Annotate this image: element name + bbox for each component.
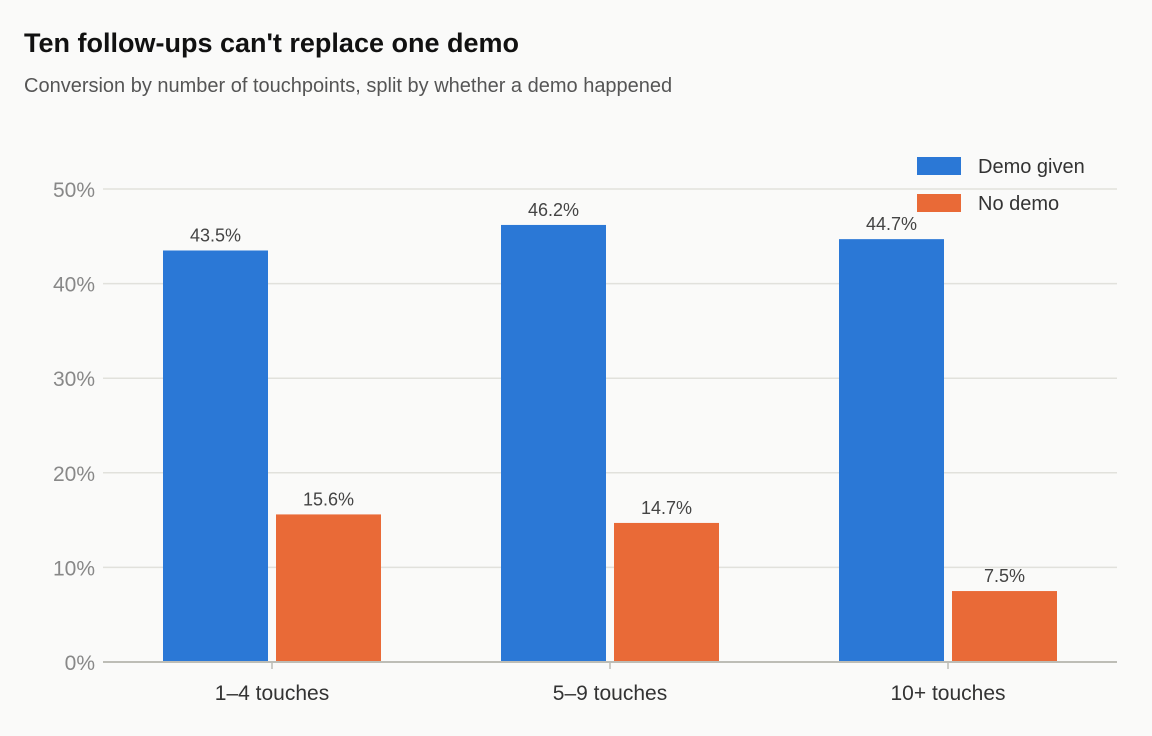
bar bbox=[839, 239, 944, 662]
data-label: 14.7% bbox=[641, 498, 692, 518]
data-label: 7.5% bbox=[984, 566, 1025, 586]
data-label: 15.6% bbox=[303, 489, 354, 509]
bar bbox=[276, 514, 381, 662]
y-tick-label: 40% bbox=[53, 274, 95, 297]
legend-swatch bbox=[917, 157, 961, 175]
bar bbox=[952, 591, 1057, 662]
bar bbox=[614, 522, 719, 662]
legend-label: No demo bbox=[978, 193, 1059, 215]
data-label: 46.2% bbox=[528, 200, 579, 220]
legend-swatch bbox=[917, 194, 961, 212]
y-tick-label: 20% bbox=[53, 463, 95, 486]
y-tick-label: 0% bbox=[65, 652, 95, 675]
legend-label: Demo given bbox=[978, 156, 1085, 178]
chart-title: Ten follow-ups can't replace one demo bbox=[24, 28, 519, 58]
y-tick-label: 50% bbox=[53, 179, 95, 202]
x-tick-label: 5–9 touches bbox=[553, 682, 667, 705]
x-tick-label: 10+ touches bbox=[890, 682, 1005, 705]
x-tick-label: 1–4 touches bbox=[215, 682, 329, 705]
y-tick-label: 10% bbox=[53, 557, 95, 580]
bar bbox=[163, 250, 268, 663]
y-tick-label: 30% bbox=[53, 368, 95, 391]
bar bbox=[501, 224, 606, 662]
data-label: 43.5% bbox=[190, 225, 241, 245]
chart-subtitle: Conversion by number of touchpoints, spl… bbox=[24, 75, 673, 97]
data-label: 44.7% bbox=[866, 214, 917, 234]
